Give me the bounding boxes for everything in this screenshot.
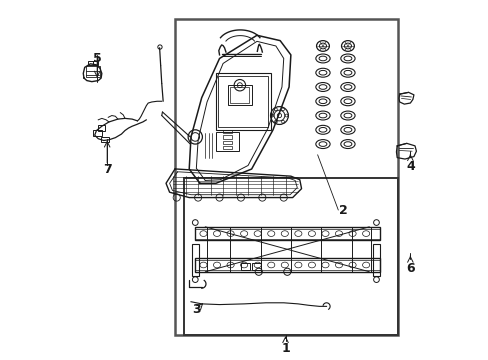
Bar [85, 66, 100, 77]
Text: 1: 1 [281, 342, 289, 355]
Bar [194, 260, 379, 270]
Text: 2: 2 [339, 203, 347, 217]
Bar [93, 61, 98, 65]
Bar [223, 146, 231, 149]
Bar [216, 73, 271, 130]
Bar [216, 132, 239, 151]
Text: 7: 7 [102, 163, 111, 176]
Bar [372, 244, 379, 276]
Bar [93, 130, 102, 136]
Bar [194, 258, 379, 272]
Bar [183, 178, 397, 335]
Text: 4: 4 [405, 160, 414, 173]
Bar [251, 263, 260, 270]
Bar [191, 244, 199, 276]
Text: 3: 3 [192, 303, 200, 316]
Bar [230, 87, 249, 103]
Bar [241, 263, 249, 270]
Text: 6: 6 [405, 262, 414, 275]
Bar [218, 76, 268, 127]
Bar [175, 19, 397, 335]
Bar [228, 85, 251, 105]
Bar [101, 136, 109, 142]
Text: 5: 5 [93, 53, 102, 66]
Bar [194, 227, 379, 240]
Bar [223, 130, 231, 133]
Bar [194, 229, 379, 239]
Bar [223, 135, 231, 139]
Bar [97, 125, 104, 131]
Bar [223, 140, 231, 144]
Bar [87, 61, 92, 65]
